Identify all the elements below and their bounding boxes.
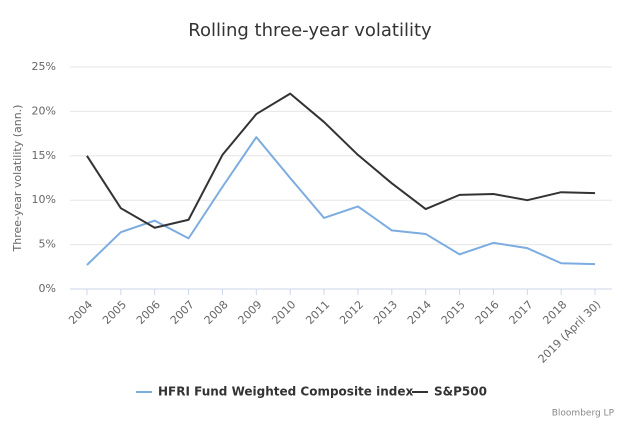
x-tick-label: 2016 bbox=[473, 298, 502, 327]
x-tick-label: 2011 bbox=[303, 298, 332, 327]
x-tick-label: 2014 bbox=[405, 298, 434, 327]
x-tick-label: 2013 bbox=[371, 298, 400, 327]
legend-label: S&P500 bbox=[434, 385, 487, 399]
x-tick-label: 2005 bbox=[100, 298, 129, 327]
x-tick-label: 2017 bbox=[507, 298, 536, 327]
y-tick-label: 0% bbox=[39, 282, 56, 295]
series-line bbox=[86, 92, 596, 229]
y-tick-label: 5% bbox=[39, 238, 56, 251]
x-tick-label: 2015 bbox=[439, 298, 468, 327]
y-tick-label: 10% bbox=[32, 193, 56, 206]
x-tick-label: 2018 bbox=[540, 298, 569, 327]
x-tick-label: 2008 bbox=[202, 298, 231, 327]
series-line bbox=[86, 136, 596, 266]
legend-label: HFRI Fund Weighted Composite index bbox=[158, 385, 413, 399]
x-tick-label: 2006 bbox=[134, 298, 163, 327]
y-tick-label: 15% bbox=[32, 149, 56, 162]
x-tick-label: 2010 bbox=[269, 298, 298, 327]
chart-title: Rolling three-year volatility bbox=[188, 20, 432, 41]
x-tick-label: 2012 bbox=[337, 298, 366, 327]
x-tick-label: 2004 bbox=[66, 298, 95, 327]
x-tick-label: 2009 bbox=[236, 298, 265, 327]
y-tick-label: 20% bbox=[32, 104, 56, 117]
y-tick-label: 25% bbox=[32, 60, 56, 73]
y-axis-label: Three-year volatility (ann.) bbox=[11, 105, 24, 253]
source: Bloomberg LP bbox=[552, 409, 615, 419]
x-tick-label: 2019 (April 30) bbox=[536, 298, 604, 366]
x-tick-label: 2007 bbox=[168, 298, 197, 327]
